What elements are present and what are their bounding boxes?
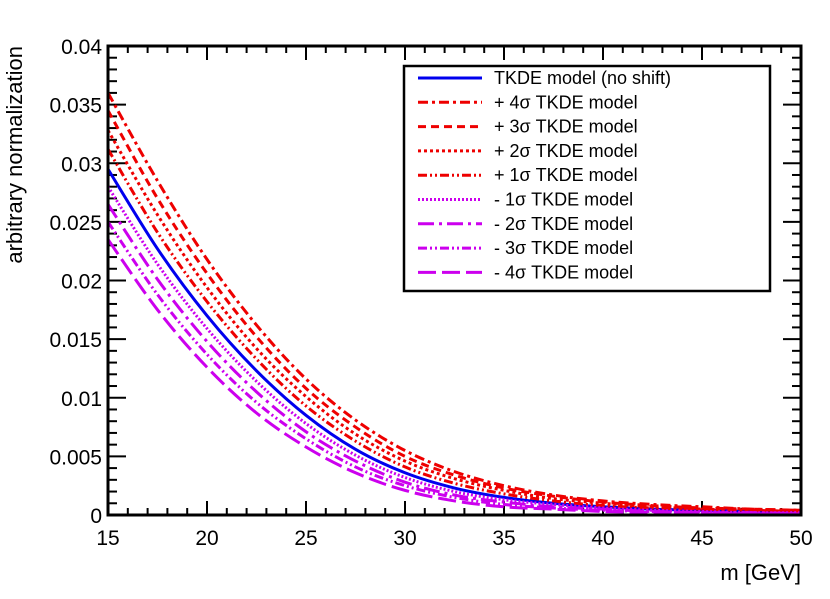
legend-label: TKDE model (no shift)	[494, 68, 671, 88]
plot-frame	[106, 44, 803, 517]
legend-label: + 2σ TKDE model	[494, 141, 638, 161]
y-tick-label: 0.035	[49, 95, 102, 118]
legend-label: + 1σ TKDE model	[494, 165, 638, 185]
legend-label: + 3σ TKDE model	[494, 117, 638, 137]
legend-label: - 3σ TKDE model	[494, 238, 633, 258]
y-tick-label: 0.02	[61, 271, 102, 294]
y-axis-title: arbitrary normalization	[2, 46, 27, 264]
x-tick-label: 15	[96, 527, 119, 550]
x-tick-label: 40	[591, 527, 614, 550]
series-group	[106, 92, 802, 516]
x-tick-label: 20	[195, 527, 218, 550]
legend-label: - 2σ TKDE model	[494, 214, 633, 234]
series-line-5	[106, 185, 802, 515]
y-tick-labels: 0 0.005 0.01 0.015 0.02 0.025 0.03 0.035 0.04	[49, 36, 102, 528]
y-tick-label: 0	[90, 505, 102, 528]
x-axis-title: m [GeV]	[720, 560, 801, 585]
y-tick-label: 0.015	[49, 329, 102, 352]
series-line-4	[106, 148, 802, 513]
x-tick-label: 25	[294, 527, 317, 550]
y-tick-label: 0.04	[61, 36, 102, 59]
y-tick-label: 0.005	[49, 446, 102, 469]
legend-label: - 1σ TKDE model	[494, 190, 633, 210]
legend-label: + 4σ TKDE model	[494, 92, 638, 112]
x-tick-label: 30	[393, 527, 416, 550]
x-tick-label: 45	[690, 527, 713, 550]
legend-items: TKDE model (no shift) + 4σ TKDE model + 3σ…	[418, 68, 671, 282]
x-tick-labels: 15 20 25 30 35 40 45 50	[96, 527, 812, 550]
legend: TKDE model (no shift) + 4σ TKDE model + 3σ…	[402, 64, 772, 293]
y-tick-label: 0.01	[61, 388, 102, 411]
series-line-8	[106, 238, 801, 516]
x-tick-label: 35	[492, 527, 515, 550]
y-tick-label: 0.025	[49, 212, 102, 235]
y-tick-label: 0.03	[61, 153, 102, 176]
x-tick-label: 50	[789, 527, 812, 550]
series-line-0	[106, 168, 802, 515]
series-line-1	[106, 92, 802, 512]
legend-label: - 4σ TKDE model	[494, 262, 633, 282]
series-line-3	[106, 129, 802, 513]
